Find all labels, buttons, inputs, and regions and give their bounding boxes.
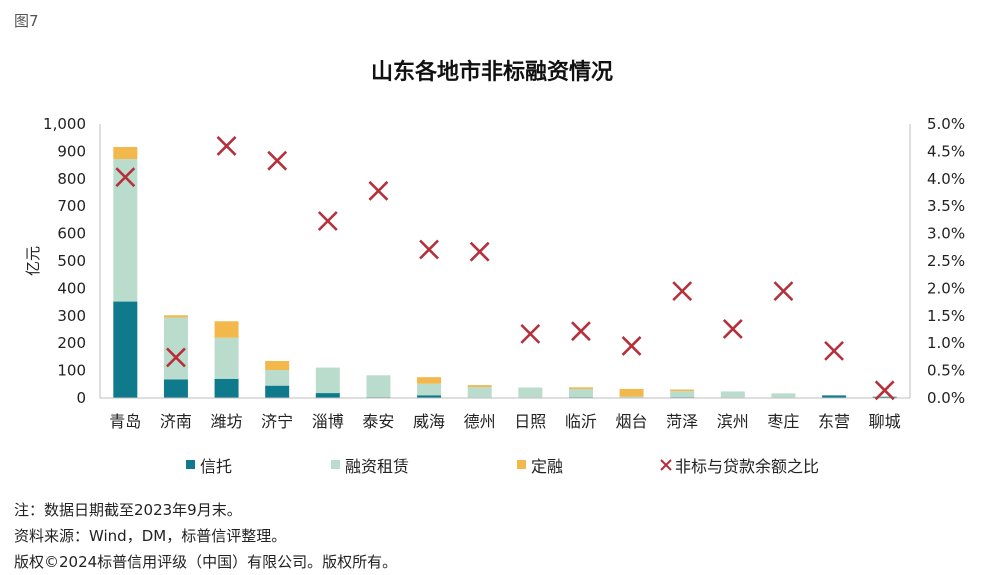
ratio-marker: [623, 337, 641, 355]
bar-leasing: [215, 338, 239, 379]
y2-tick-label: 2.0%: [927, 279, 965, 297]
ratio-marker: [521, 325, 539, 343]
ratio-marker: [825, 342, 843, 360]
bar-trust: [215, 379, 239, 398]
legend-swatch: [517, 460, 526, 469]
note-source: 资料来源：Wind，DM，标普信评整理。: [14, 523, 397, 549]
legend-label: 信托: [200, 457, 232, 476]
x-tick-label: 临沂: [565, 412, 597, 431]
x-tick-label: 潍坊: [211, 412, 243, 431]
y-tick-label: 1,000: [43, 115, 86, 133]
bar-leasing: [771, 393, 795, 397]
ratio-marker: [268, 152, 286, 170]
y-tick-label: 0: [76, 389, 86, 407]
y-tick-label: 900: [57, 142, 86, 160]
bar-trust: [164, 379, 188, 398]
bar-trust: [265, 386, 289, 398]
x-tick-label: 济宁: [261, 412, 293, 431]
x-tick-label: 东营: [818, 412, 850, 431]
bar-directed-financing: [569, 387, 593, 389]
x-tick-label: 青岛: [109, 412, 141, 431]
y2-tick-label: 4.5%: [927, 142, 965, 160]
y2-tick-label: 0.5%: [927, 362, 965, 380]
bar-directed-financing: [417, 377, 441, 384]
ratio-marker: [572, 322, 590, 340]
y2-tick-label: 1.0%: [927, 334, 965, 352]
y-tick-label: 600: [57, 225, 86, 243]
legend-swatch: [331, 460, 340, 469]
y-tick-label: 200: [57, 334, 86, 352]
x-tick-label: 威海: [413, 412, 445, 431]
ratio-marker: [369, 182, 387, 200]
legend-label: 定融: [531, 457, 563, 476]
y-tick-label: 100: [57, 362, 86, 380]
y-tick-label: 300: [57, 307, 86, 325]
y-axis-label: 亿元: [24, 246, 42, 276]
bar-leasing: [518, 388, 542, 398]
note-copyright: 版权©2024标普信用评级（中国）有限公司。版权所有。: [14, 549, 397, 575]
y2-tick-label: 1.5%: [927, 307, 965, 325]
bar-leasing: [670, 391, 694, 397]
bar-leasing: [113, 159, 137, 301]
bar-leasing: [417, 384, 441, 396]
y2-tick-label: 3.0%: [927, 225, 965, 243]
y-tick-label: 500: [57, 252, 86, 270]
bar-leasing: [468, 387, 492, 397]
bar-directed-financing: [113, 147, 137, 159]
legend-label: 非标与贷款余额之比: [675, 457, 819, 476]
ratio-marker: [471, 243, 489, 261]
legend-marker-icon: [661, 460, 671, 470]
legend-swatch: [186, 460, 195, 469]
y-tick-label: 700: [57, 197, 86, 215]
x-tick-label: 滨州: [717, 412, 749, 431]
x-tick-label: 日照: [514, 412, 546, 431]
x-tick-label: 烟台: [616, 412, 648, 431]
notes: 注：数据日期截至2023年9月末。 资料来源：Wind，DM，标普信评整理。 版…: [14, 497, 397, 575]
bar-leasing: [873, 396, 897, 397]
ratio-marker: [724, 320, 742, 338]
ratio-marker: [218, 137, 236, 155]
bar-trust: [316, 393, 340, 398]
x-tick-label: 济南: [160, 412, 192, 431]
bar-leasing: [721, 391, 745, 397]
ratio-marker: [420, 240, 438, 258]
bar-leasing: [265, 370, 289, 386]
x-tick-label: 枣庄: [767, 412, 799, 431]
bar-directed-financing: [620, 389, 644, 397]
ratio-marker: [774, 282, 792, 300]
x-tick-label: 淄博: [312, 412, 344, 431]
y2-tick-label: 2.5%: [927, 252, 965, 270]
bar-trust: [113, 302, 137, 398]
y2-tick-label: 0.0%: [927, 389, 965, 407]
ratio-marker: [319, 212, 337, 230]
y-tick-label: 400: [57, 279, 86, 297]
x-tick-label: 泰安: [362, 412, 394, 431]
x-tick-label: 德州: [464, 412, 496, 431]
x-tick-label: 菏泽: [666, 412, 698, 431]
bar-directed-financing: [215, 321, 239, 337]
y2-tick-label: 4.0%: [927, 170, 965, 188]
y2-tick-label: 3.5%: [927, 197, 965, 215]
x-tick-label: 聊城: [869, 412, 901, 431]
bar-leasing: [822, 395, 846, 396]
bar-directed-financing: [164, 315, 188, 317]
y-tick-label: 800: [57, 170, 86, 188]
y2-tick-label: 5.0%: [927, 115, 965, 133]
bar-directed-financing: [265, 361, 289, 370]
bar-leasing: [569, 389, 593, 397]
bar-leasing: [366, 375, 390, 397]
legend-label: 融资租赁: [345, 457, 409, 476]
note-date: 注：数据日期截至2023年9月末。: [14, 497, 397, 523]
bar-directed-financing: [468, 385, 492, 387]
bar-directed-financing: [670, 390, 694, 392]
ratio-marker: [673, 282, 691, 300]
bar-leasing: [316, 368, 340, 393]
